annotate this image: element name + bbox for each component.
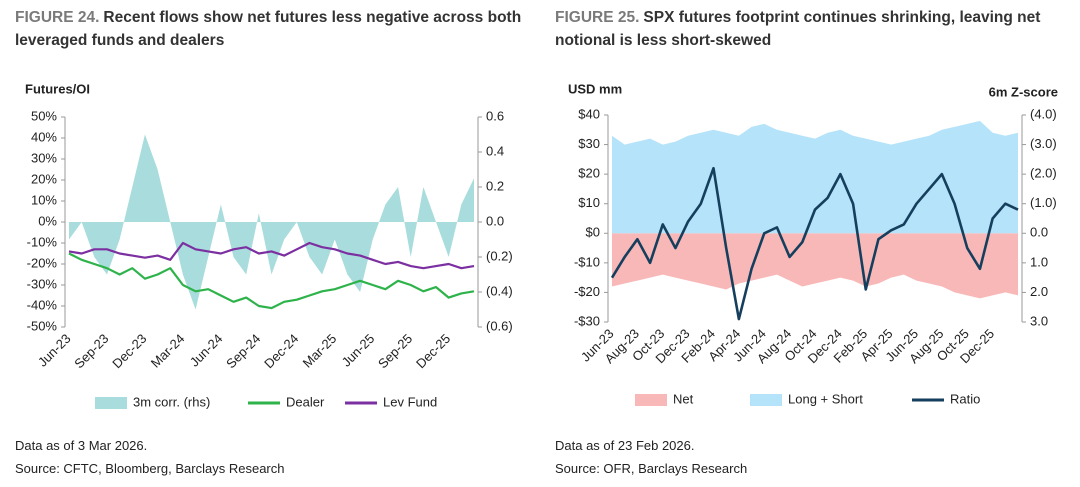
y2-tick-label: 0.6 xyxy=(486,108,504,123)
y2-tick-label: (0.4) xyxy=(486,283,513,298)
y2-tick-label: (1.0) xyxy=(1030,195,1057,210)
area xyxy=(69,134,474,310)
legend-label: Net xyxy=(673,391,694,406)
note: Data as of 23 Feb 2026. xyxy=(555,438,695,453)
chart: Futures/OI 50% 40% 30% 20% 10% 0% -10% -20% -30% -… xyxy=(25,81,513,409)
note: Data as of 3 Mar 2026. xyxy=(15,438,148,453)
y-tick-label: -40% xyxy=(27,297,58,312)
legend-label: Ratio xyxy=(950,391,980,406)
y-axis-label: USD mm xyxy=(568,81,622,96)
y-tick-label: -$30 xyxy=(574,313,600,328)
y-tick-label: -10% xyxy=(27,234,58,249)
y-tick-label: 50% xyxy=(31,108,57,123)
legend-label: 3m corr. (rhs) xyxy=(133,394,210,409)
x-tick-label: Jun-25 xyxy=(339,331,378,370)
legend-swatch xyxy=(95,397,127,409)
legend-label: Lev Fund xyxy=(383,394,437,409)
y-tick-label: -30% xyxy=(27,276,58,291)
panel: USD mm 6m Z-score $40 $30 $20 $10 $0 -$10 -$20 -$… xyxy=(540,0,1080,487)
y-tick-label: -50% xyxy=(27,318,58,333)
legend-swatch xyxy=(635,394,667,406)
x-tick-label: Sep-23 xyxy=(71,331,111,371)
y-axis-label: Futures/OI xyxy=(25,81,90,96)
y2-tick-label: (0.2) xyxy=(486,248,513,263)
y-tick-label: 40% xyxy=(31,129,57,144)
y2-tick-label: 1.0 xyxy=(1030,254,1048,269)
y2-tick-label: (4.0) xyxy=(1030,106,1057,121)
x-tick-label: Jun-24 xyxy=(187,331,226,370)
y2-tick-label: (0.6) xyxy=(486,318,513,333)
figure-label: FIGURE 25. xyxy=(555,9,640,26)
chart-title: Recent flows show net futures less negat… xyxy=(15,9,522,49)
y-tick-label: 0% xyxy=(38,213,57,228)
line xyxy=(68,252,475,310)
legend-label: Dealer xyxy=(286,394,325,409)
figure-label: FIGURE 24. xyxy=(15,9,100,26)
x-tick-label: Dec-23 xyxy=(109,331,149,371)
y-tick-label: $30 xyxy=(578,136,600,151)
y-tick-label: 10% xyxy=(31,192,57,207)
y-tick-label: -$20 xyxy=(574,284,600,299)
y2-tick-label: 3.0 xyxy=(1030,313,1048,328)
y-tick-label: 20% xyxy=(31,171,57,186)
x-tick-label: Mar-24 xyxy=(148,331,188,371)
chart-title: SPX futures footprint continues shrinkin… xyxy=(555,9,1041,49)
y2-axis-label: 6m Z-score xyxy=(989,84,1058,99)
y-tick-label: -20% xyxy=(27,255,58,270)
y2-tick-label: 0.0 xyxy=(486,213,504,228)
y2-tick-label: 0.4 xyxy=(486,143,504,158)
line xyxy=(610,166,1019,321)
line xyxy=(68,241,475,270)
y-tick-label: $10 xyxy=(578,195,600,210)
y-tick-label: $20 xyxy=(578,166,600,181)
note: Source: OFR, Barclays Research xyxy=(555,461,748,476)
y-tick-label: $0 xyxy=(586,225,600,240)
y2-tick-label: (3.0) xyxy=(1030,136,1057,151)
title-block: FIGURE 24. Recent flows show net futures … xyxy=(15,6,525,52)
y-tick-label: $40 xyxy=(578,106,600,121)
y2-tick-label: (2.0) xyxy=(1030,166,1057,181)
note: Source: CFTC, Bloomberg, Barclays Resear… xyxy=(15,461,285,476)
x-tick-label: Dec-24 xyxy=(261,331,301,371)
x-tick-label: Mar-25 xyxy=(300,331,340,371)
x-tick-label: Jun-23 xyxy=(35,331,74,370)
title-block: FIGURE 25. SPX futures footprint continue… xyxy=(555,6,1065,52)
y2-tick-label: 0.2 xyxy=(486,178,504,193)
x-tick-label: Dec-25 xyxy=(413,331,453,371)
y-tick-label: 30% xyxy=(31,150,57,165)
y2-tick-label: 0.0 xyxy=(1030,225,1048,240)
x-tick-label: Sep-24 xyxy=(223,331,263,371)
y2-tick-label: 2.0 xyxy=(1030,284,1048,299)
y-tick-label: -$10 xyxy=(574,254,600,269)
area xyxy=(612,233,1018,299)
chart: USD mm 6m Z-score $40 $30 $20 $10 $0 -$10 -$20 -$… xyxy=(568,81,1058,406)
legend-label: Long + Short xyxy=(788,391,863,406)
x-tick-label: Sep-25 xyxy=(375,331,415,371)
legend-swatch xyxy=(750,394,782,406)
panel: Futures/OI 50% 40% 30% 20% 10% 0% -10% -20% -30% -… xyxy=(15,6,525,476)
